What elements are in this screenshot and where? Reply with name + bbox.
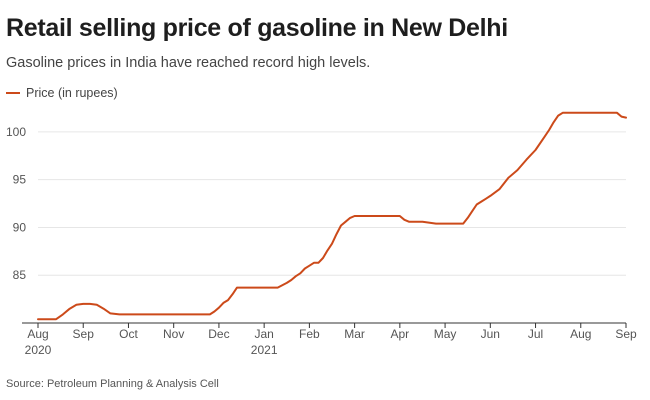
chart-title: Retail selling price of gasoline in New … — [6, 14, 508, 42]
x-tick-label-aug-0: Aug — [27, 327, 48, 341]
x-tick-label-sep-1: Sep — [73, 327, 95, 341]
x-tick-label-apr-8: Apr — [391, 327, 410, 341]
x-tick-label-sep-13: Sep — [615, 327, 637, 341]
x-tick-label-dec-4: Dec — [208, 327, 229, 341]
x-tick-label-aug-12: Aug — [570, 327, 591, 341]
x-tick-year-label-2020: 2020 — [25, 343, 52, 357]
legend-label: Price (in rupees) — [26, 86, 118, 100]
chart-source: Source: Petroleum Planning & Analysis Ce… — [6, 378, 219, 390]
x-tick-label-nov-3: Nov — [163, 327, 184, 341]
x-tick-label-mar-7: Mar — [344, 327, 365, 341]
x-tick-year-label-2021: 2021 — [251, 343, 278, 357]
x-tick-label-feb-6: Feb — [299, 327, 320, 341]
x-tick-label-jan-5: Jan — [254, 327, 273, 341]
series-line-price — [37, 111, 627, 321]
legend-line-swatch — [6, 92, 20, 94]
y-tick-label-90: 90 — [13, 220, 27, 234]
x-tick-label-oct-2: Oct — [119, 327, 138, 341]
y-tick-label-95: 95 — [13, 173, 27, 187]
chart-legend: Price (in rupees) — [6, 86, 118, 100]
x-tick-label-may-9: May — [434, 327, 457, 341]
x-tick-label-jun-10: Jun — [481, 327, 500, 341]
y-tick-label-85: 85 — [13, 268, 27, 282]
x-tick-label-jul-11: Jul — [528, 327, 543, 341]
chart-subtitle: Gasoline prices in India have reached re… — [6, 55, 371, 71]
y-tick-label-100: 100 — [6, 125, 26, 139]
